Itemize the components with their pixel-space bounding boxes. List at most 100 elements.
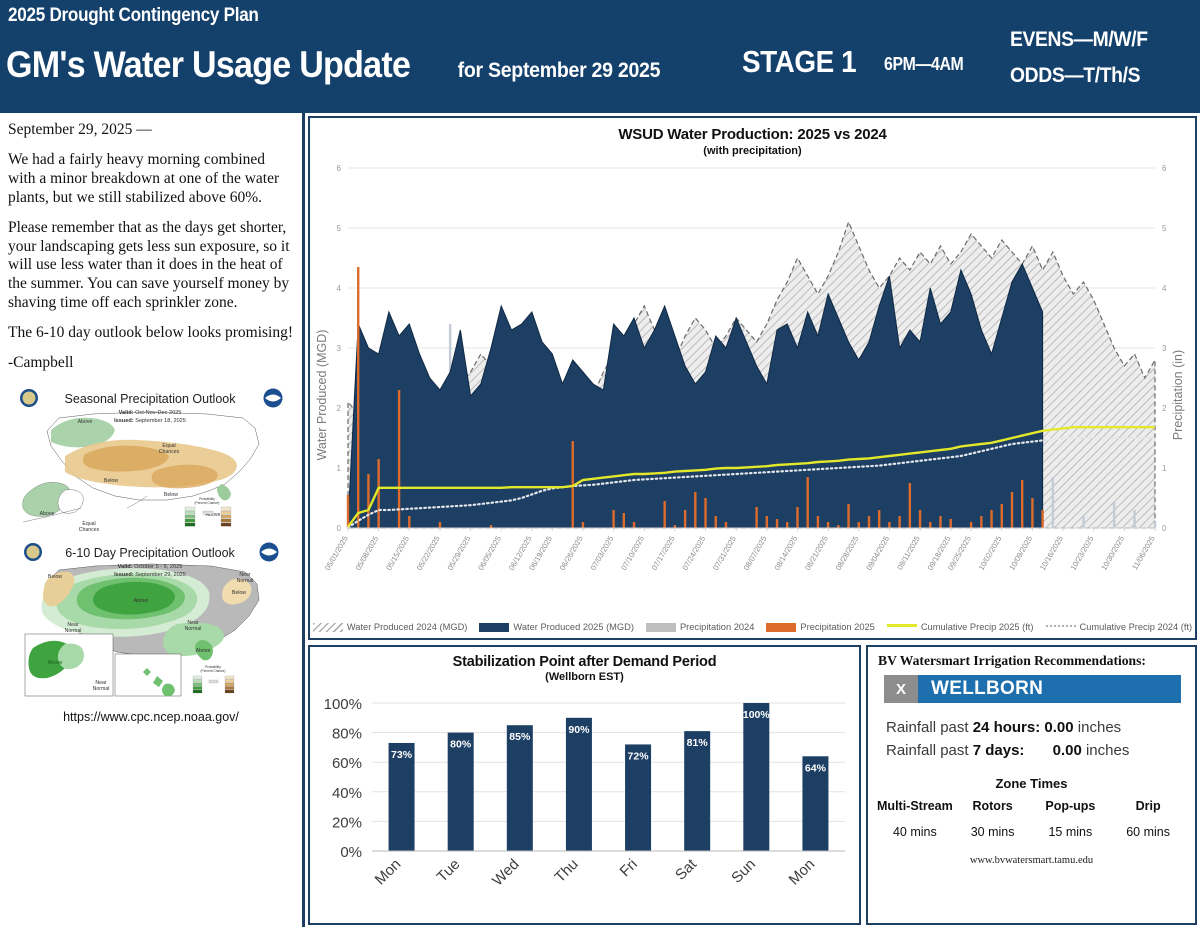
legend-label: Precipitation 2024 bbox=[679, 622, 755, 632]
map-legend: Probability (Percent Chance) bbox=[192, 665, 235, 694]
bar bbox=[506, 725, 533, 851]
svg-text:85%: 85% bbox=[509, 731, 531, 743]
letter-paragraph: Please remember that as the days get sho… bbox=[8, 218, 290, 312]
zone-value-drip: 60 mins bbox=[1126, 824, 1171, 839]
svg-text:4: 4 bbox=[337, 284, 342, 293]
svg-text:81%: 81% bbox=[687, 737, 709, 749]
svg-text:0: 0 bbox=[1162, 524, 1167, 533]
zone-header-drip: Drip bbox=[1109, 798, 1187, 815]
svg-text:Above: Above bbox=[78, 419, 93, 425]
svg-text:09/04/2025: 09/04/2025 bbox=[864, 535, 891, 572]
svg-text:05/08/2025: 05/08/2025 bbox=[354, 535, 381, 572]
svg-text:05/15/2025: 05/15/2025 bbox=[384, 535, 411, 572]
watersmart-url[interactable]: www.bvwatersmart.tamu.edu bbox=[969, 854, 1094, 866]
legend-swatch-hatch bbox=[312, 622, 343, 632]
six-ten-day-outlook-map: Below Near Normal Above Near Normal Near… bbox=[6, 535, 296, 724]
svg-text:0%: 0% bbox=[340, 844, 362, 861]
zone-times-values: 40 mins 30 mins 15 mins 60 mins bbox=[876, 825, 1187, 839]
svg-text:Above: Above bbox=[48, 660, 63, 666]
svg-text:Above: Above bbox=[196, 648, 211, 654]
letter-paragraph: We had a fairly heavy morning combined w… bbox=[8, 150, 280, 206]
water-production-chart-panel: WSUD Water Production: 2025 vs 2024 (wit… bbox=[308, 116, 1197, 640]
header-main: GM's Water Usage Update for September 29 … bbox=[6, 44, 668, 86]
rainfall-24h-unit: inches bbox=[1077, 719, 1122, 736]
svg-text:100%: 100% bbox=[743, 709, 771, 721]
six-ten-valid-label: Valid: bbox=[117, 563, 133, 570]
seasonal-valid-label: Valid: bbox=[118, 409, 134, 416]
close-icon[interactable]: X bbox=[884, 675, 918, 703]
zone-value-popups: 15 mins bbox=[1048, 824, 1093, 839]
svg-text:Probability: Probability bbox=[199, 497, 215, 501]
legend-item-cum-2024: Cumulative Precip 2024 (ft) bbox=[1045, 622, 1193, 632]
svg-text:08/28/2025: 08/28/2025 bbox=[834, 535, 861, 572]
zone-header-text: Rotors bbox=[972, 799, 1013, 813]
svg-text:72%: 72% bbox=[628, 750, 650, 762]
rainfall-summary: Rainfall past 24 hours: 0.00 inches Rain… bbox=[886, 717, 1187, 762]
bar bbox=[388, 742, 415, 851]
zone-header-multi-stream: Multi-Stream bbox=[876, 798, 954, 815]
legend-swatch-dotted-line bbox=[1045, 625, 1076, 629]
seasonal-issued-value: September 18, 2025 bbox=[135, 417, 186, 424]
svg-text:3: 3 bbox=[1162, 344, 1167, 353]
svg-text:Normal: Normal bbox=[185, 626, 202, 632]
svg-text:Above: Above bbox=[206, 512, 221, 518]
seasonal-map-graphic: Above Equal Chances Below Below Above Ab… bbox=[7, 383, 295, 534]
svg-text:07/10/2025: 07/10/2025 bbox=[619, 535, 646, 572]
svg-text:0: 0 bbox=[337, 524, 342, 533]
svg-text:5: 5 bbox=[337, 224, 342, 233]
header-kicker: 2025 Drought Contingency Plan bbox=[8, 5, 259, 26]
svg-text:Above: Above bbox=[40, 511, 55, 517]
noaa-source-url[interactable]: https://www.cpc.ncep.noaa.gov/ bbox=[63, 709, 239, 724]
seasonal-valid-value: Oct-Nov-Dec 2025 bbox=[135, 409, 182, 416]
svg-text:(Percent Chance): (Percent Chance) bbox=[195, 501, 220, 505]
svg-text:07/17/2025: 07/17/2025 bbox=[650, 535, 677, 572]
svg-text:Wed: Wed bbox=[489, 856, 523, 890]
bar bbox=[684, 731, 711, 851]
left-column: September 29, 2025 — We had a fairly hea… bbox=[0, 113, 305, 927]
watersmart-panel: BV Watersmart Irrigation Recommendations… bbox=[866, 645, 1197, 925]
seasonal-issued-label: Issued: bbox=[114, 417, 134, 424]
legend-label: Water Produced 2025 (MGD) bbox=[513, 622, 634, 632]
bar bbox=[743, 703, 770, 851]
evens-schedule: EVENS—M/W/F bbox=[1010, 28, 1148, 51]
svg-text:08/14/2025: 08/14/2025 bbox=[772, 535, 799, 572]
page-subtitle: for September 29 2025 bbox=[457, 59, 661, 82]
svg-text:20%: 20% bbox=[332, 814, 362, 831]
zone-header-text: Pop-ups bbox=[1045, 799, 1096, 813]
svg-text:80%: 80% bbox=[450, 739, 472, 751]
page-title: GM's Water Usage Update bbox=[6, 44, 411, 85]
six-ten-valid-value: October 5 - 9, 2025 bbox=[134, 563, 183, 570]
watering-hours: 6PM—4AM bbox=[884, 54, 964, 74]
svg-text:05/22/2025: 05/22/2025 bbox=[415, 535, 442, 572]
page-header: 2025 Drought Contingency Plan GM's Water… bbox=[0, 0, 1200, 113]
seasonal-outlook-map: Above Equal Chances Below Below Above Ab… bbox=[6, 383, 296, 534]
svg-text:6: 6 bbox=[1162, 164, 1167, 173]
svg-text:Chances: Chances bbox=[79, 527, 100, 533]
svg-text:64%: 64% bbox=[805, 762, 827, 774]
y-axis-label: Water Produced (MGD) bbox=[315, 330, 329, 461]
svg-text:Normal: Normal bbox=[65, 628, 82, 634]
svg-text:Equal: Equal bbox=[82, 521, 95, 527]
svg-text:Mon: Mon bbox=[786, 856, 819, 889]
y2-axis-label: Precipitation (in) bbox=[1171, 350, 1185, 440]
svg-text:2: 2 bbox=[1162, 404, 1167, 413]
legend-swatch-navy bbox=[479, 622, 510, 632]
letter-date: September 29, 2025 — bbox=[8, 121, 152, 138]
legend-label: Cumulative Precip 2024 (ft) bbox=[1079, 622, 1193, 632]
legend-item-2024-area: Water Produced 2024 (MGD) bbox=[312, 622, 467, 632]
legend-item-2025-area: Water Produced 2025 (MGD) bbox=[479, 622, 634, 632]
svg-text:09/11/2025: 09/11/2025 bbox=[895, 535, 922, 572]
svg-text:80%: 80% bbox=[332, 726, 362, 743]
bar bbox=[565, 717, 592, 851]
legend-label: Cumulative Precip 2025 (ft) bbox=[920, 622, 1034, 632]
rainfall-24h-period: 24 hours bbox=[972, 719, 1036, 736]
svg-text:Fri: Fri bbox=[616, 856, 640, 880]
svg-text:Near: Near bbox=[187, 620, 199, 626]
stabilization-chart-panel: Stabilization Point after Demand Period … bbox=[308, 645, 861, 925]
water-production-chart: 0 1 2 3 4 5 6 0 1 2 3 4 5 6 05/01/2025 05/08/2025 05/1… bbox=[315, 164, 1185, 572]
svg-text:Thu: Thu bbox=[551, 856, 581, 886]
svg-text:Near: Near bbox=[239, 572, 251, 578]
svg-text:Near: Near bbox=[95, 680, 107, 686]
chart-legend: Water Produced 2024 (MGD) Water Produced… bbox=[310, 622, 1195, 632]
